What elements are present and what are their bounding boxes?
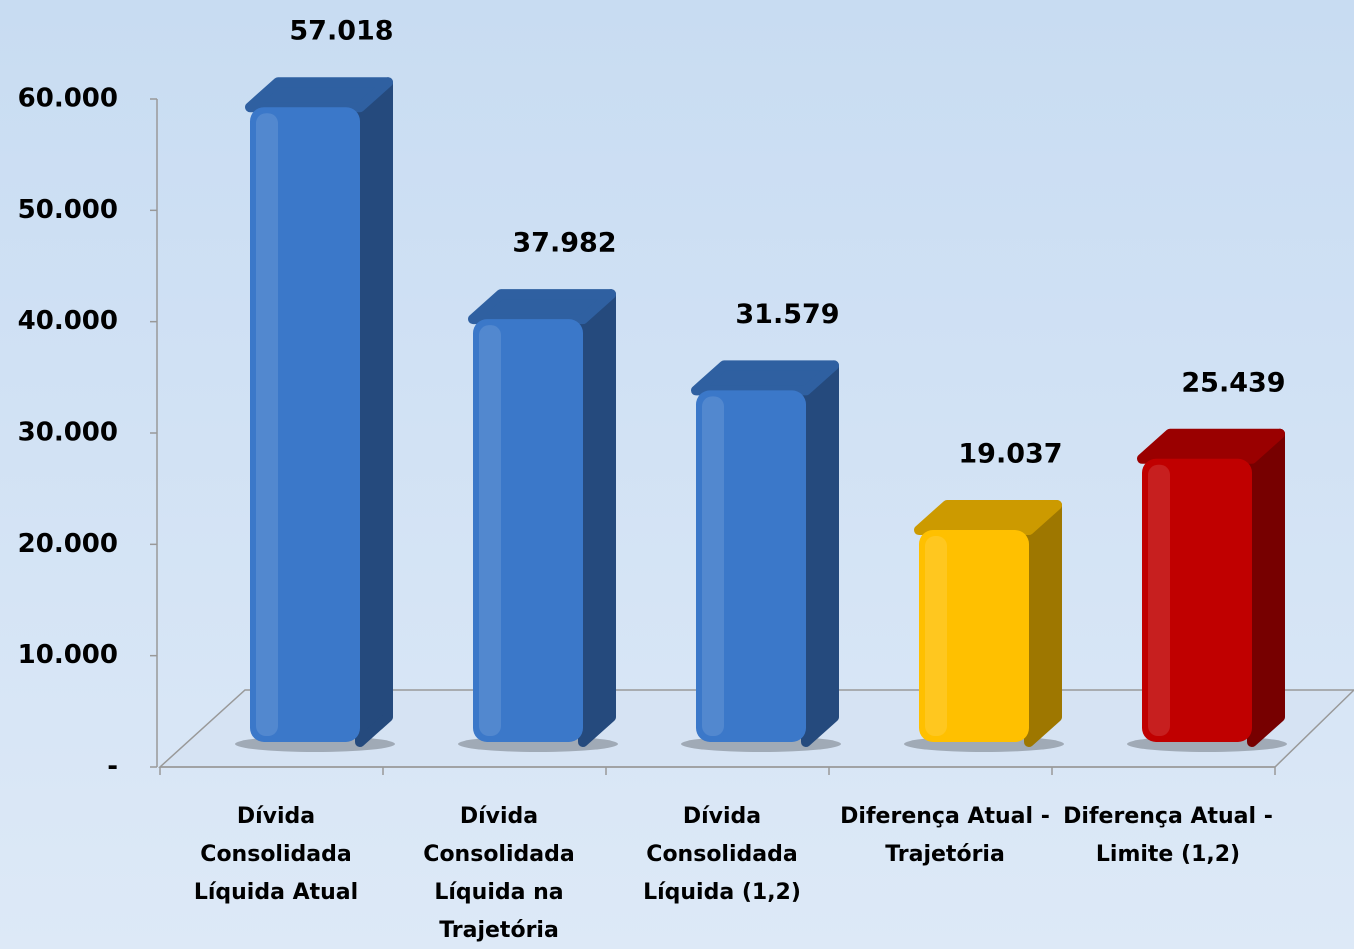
bar	[914, 500, 1062, 747]
bar	[691, 360, 839, 747]
data-label: 57.018	[289, 16, 393, 47]
data-label: 31.579	[735, 299, 839, 330]
y-tick-label: 40.000	[18, 306, 118, 336]
data-label: 37.982	[512, 228, 616, 259]
data-label: 25.439	[1181, 367, 1285, 398]
y-tick-label: 60.000	[18, 84, 118, 114]
y-tick-label: 30.000	[18, 418, 118, 448]
x-tick-label: Dívida Consolidada Líquida Atual	[193, 804, 359, 905]
y-tick-label: 10.000	[18, 640, 118, 670]
x-tick-label: Diferença Atual - Limite (1,2)	[1063, 804, 1273, 867]
y-tick-label: 50.000	[18, 195, 118, 225]
x-tick-label: Diferença Atual - Trajetória	[840, 804, 1050, 867]
x-tick-label: Dívida Consolidada Líquida (1,2)	[643, 804, 801, 905]
y-tick-label: 20.000	[18, 529, 118, 559]
bar	[468, 289, 616, 747]
bar	[1137, 428, 1285, 747]
y-tick-label: -	[107, 752, 118, 782]
bar	[245, 77, 393, 747]
data-label: 19.037	[958, 439, 1062, 470]
x-tick-label: Dívida Consolidada Líquida na Trajetória	[423, 804, 575, 943]
